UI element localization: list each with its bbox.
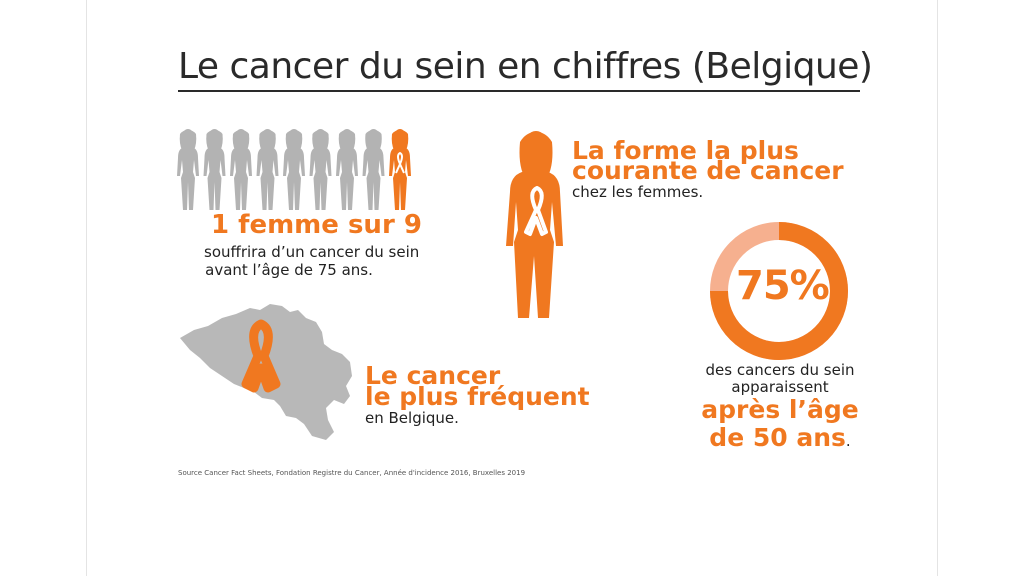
age-stat-line4-suffix: . [845,432,851,450]
source-citation: Source Cancer Fact Sheets, Fondation Reg… [178,469,526,477]
percent-donut-chart [710,222,848,360]
orange-ribbon-icon [241,319,281,393]
woman-icon [336,129,358,210]
page-frame [86,0,938,576]
woman-icon [177,129,199,210]
large-woman-ribbon-figure [506,131,563,318]
woman-icon [230,129,252,210]
belgium-line1: Le cancer [365,361,501,390]
woman-icon [203,129,226,210]
woman-icon [362,129,385,210]
woman-highlighted-icon [389,129,411,210]
woman-icon [256,129,279,210]
common-form-line3: chez les femmes. [572,183,704,201]
woman-icon [283,129,305,210]
woman-icon [309,129,332,210]
age-stat-line1: des cancers du sein [705,361,855,379]
percent-label: 75% [736,263,830,309]
white-ribbon-icon [524,186,548,236]
belgium-line2: le plus fréquent [365,382,590,411]
age-stat-line4-wrap: de 50 ans. [690,424,870,455]
age-stat-line2: apparaissent [731,378,829,396]
one-in-nine-headline: 1 femme sur 9 [211,210,422,240]
belgium-map-figure [180,304,352,440]
belgium-line3: en Belgique. [365,409,459,427]
donut-value-arc [710,222,848,360]
common-form-line1: La forme la plus [572,136,799,165]
small-white-ribbon-icon [395,151,405,174]
common-form-line2: courante de cancer [572,156,844,185]
one-in-nine-sub-line1: souffrira d’un cancer du sein [204,243,420,261]
age-stat-line4: de 50 ans [709,423,846,452]
women-silhouettes-row [177,129,411,210]
one-in-nine-sub-line2: avant l’âge de 75 ans. [205,261,373,279]
age-stat-line3: après l’âge [701,395,859,424]
page-title: Le cancer du sein en chiffres (Belgique) [178,44,873,92]
